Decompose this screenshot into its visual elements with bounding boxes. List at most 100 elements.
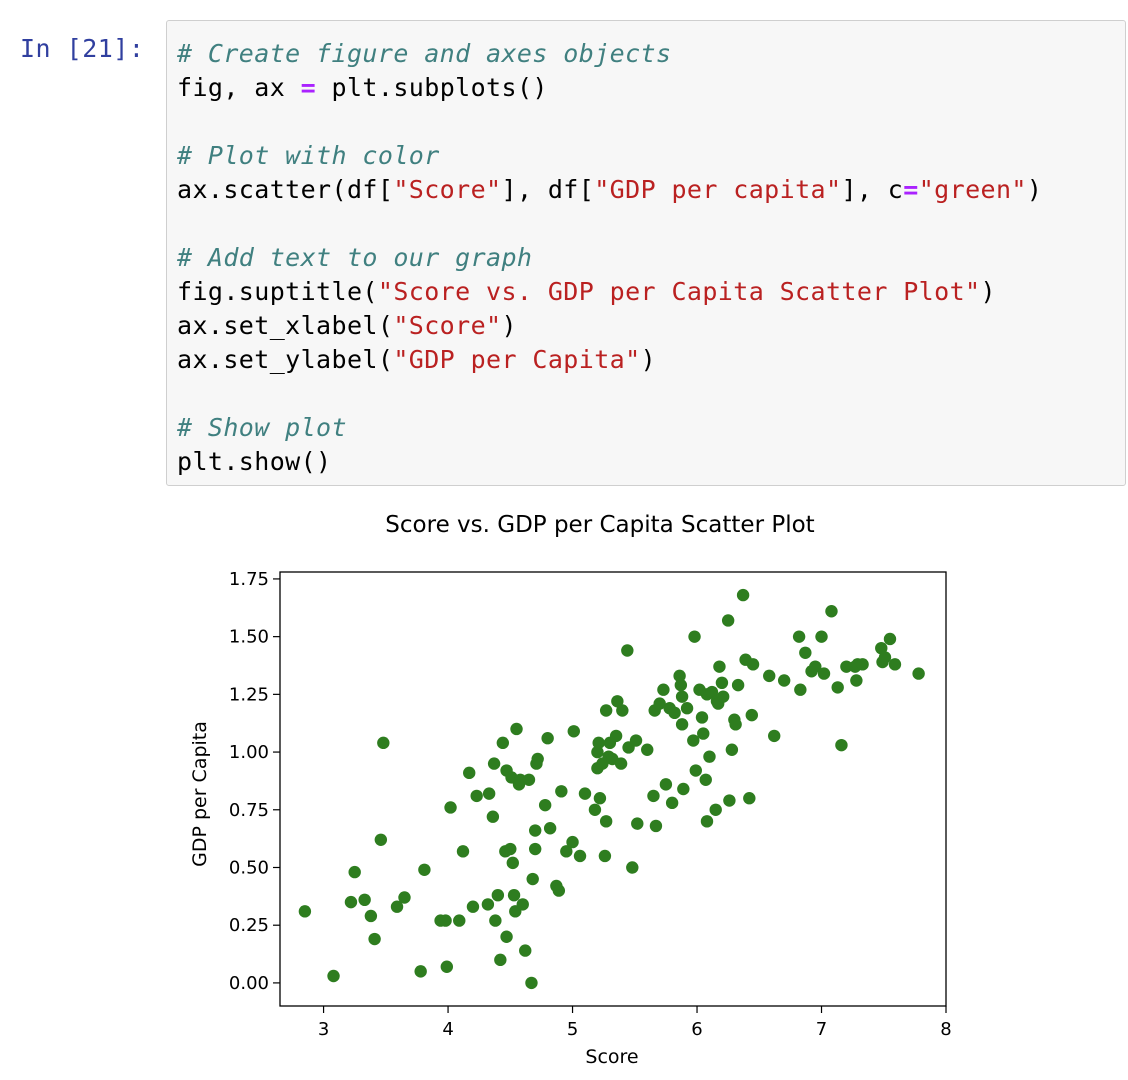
y-tick-label: 1.00 [229, 742, 269, 763]
code-line: # Show plot [177, 411, 1125, 445]
scatter-point [500, 930, 513, 943]
scatter-point [414, 965, 427, 978]
scatter-point [566, 835, 579, 849]
code-string: "Score" [393, 311, 502, 340]
scatter-point [519, 944, 532, 957]
scatter-point [695, 711, 709, 724]
x-axis-label: Score [585, 1046, 638, 1068]
code-line: ax.scatter(df["Score"], df["GDP per capi… [177, 173, 1125, 207]
code-text: ax.set_xlabel( [177, 311, 394, 340]
scatter-point [675, 690, 689, 703]
scatter-point [699, 773, 712, 786]
scatter-point [418, 863, 431, 876]
scatter-point [668, 706, 681, 720]
scatter-point [538, 798, 552, 812]
code-line: # Create figure and axes objects [177, 37, 1125, 71]
scatter-point [592, 736, 605, 750]
code-text: ax.scatter(df[ [177, 175, 394, 204]
scatter-point [598, 849, 612, 863]
code-text: plt.subplots() [316, 73, 548, 102]
scatter-point [883, 632, 897, 646]
scatter-point [700, 815, 714, 828]
scatter-point [746, 658, 760, 671]
code-line [177, 105, 1125, 139]
scatter-point [621, 644, 634, 657]
scatter-point [463, 766, 476, 780]
scatter-point [496, 736, 510, 750]
scatter-point [794, 683, 807, 696]
scatter-point [531, 752, 544, 766]
scatter-point [799, 646, 812, 659]
scatter-point [912, 667, 925, 680]
y-tick-label: 0.25 [229, 915, 269, 936]
scatter-point [593, 792, 607, 805]
scatter-point [736, 588, 750, 602]
code-line: ax.set_ylabel("GDP per Capita") [177, 343, 1125, 377]
y-axis-label: GDP per Capita [189, 721, 211, 867]
scatter-point [792, 630, 806, 643]
x-tick-label: 3 [318, 1019, 329, 1040]
code-comment: # Add text to our graph [177, 243, 533, 272]
code-text: ) [980, 277, 996, 306]
scatter-point [522, 773, 536, 786]
scatter-point [840, 660, 853, 673]
scatter-point [809, 660, 822, 673]
scatter-point [689, 764, 702, 777]
scatter-point [629, 734, 643, 747]
scatter-point [649, 819, 663, 833]
scatter-point [674, 678, 688, 692]
chart-title: Score vs. GDP per Capita Scatter Plot [385, 512, 814, 538]
scatter-point [673, 669, 686, 683]
scatter-point [616, 704, 629, 717]
scatter-point [697, 727, 710, 740]
code-line [177, 207, 1125, 241]
code-text: ], c [841, 175, 904, 204]
code-line: fig, ax = plt.subplots() [177, 71, 1125, 105]
scatter-point [713, 660, 726, 673]
code-text: fig, ax [177, 73, 301, 102]
scatter-point [516, 898, 529, 911]
code-text: fig.suptitle( [177, 277, 378, 306]
code-comment: # Create figure and axes objects [177, 39, 672, 68]
scatter-point [888, 658, 902, 671]
code-string: "Score" [393, 175, 502, 204]
scatter-point [528, 824, 542, 837]
scatter-point [725, 743, 739, 756]
scatter-point [507, 888, 521, 902]
code-string: "Score vs. GDP per Capita Scatter Plot" [377, 277, 981, 306]
scatter-point [599, 704, 613, 717]
scatter-point [453, 914, 466, 927]
scatter-point [647, 789, 660, 803]
scatter-point [514, 773, 527, 786]
cell-output-area: Score vs. GDP per Capita Scatter Plot 3 4… [166, 500, 1128, 1075]
scatter-point [555, 785, 568, 798]
code-operator: = [300, 73, 317, 102]
scatter-point [856, 658, 869, 671]
scatter-point [560, 845, 573, 858]
scatter-point [368, 932, 381, 946]
scatter-point [831, 681, 844, 694]
scatter-point [543, 822, 557, 835]
scatter-point [763, 669, 776, 683]
scatter-point [825, 605, 838, 618]
scatter-point [777, 674, 791, 687]
scatter-point [653, 697, 666, 710]
code-text: ax.set_ylabel( [177, 345, 394, 374]
x-tick-label: 5 [567, 1019, 578, 1040]
scatter-point [675, 718, 689, 731]
scatter-point [703, 750, 716, 763]
scatter-point [591, 745, 604, 759]
scatter-point [878, 651, 892, 664]
code-line: plt.show() [177, 445, 1125, 479]
code-line: # Plot with color [177, 139, 1125, 173]
code-cell-editor[interactable]: # Create figure and axes objects fig, ax … [166, 20, 1126, 486]
scatter-point [657, 683, 670, 696]
scatter-point [510, 722, 523, 736]
scatter-point [659, 778, 673, 791]
scatter-point [588, 803, 602, 816]
scatter-point [850, 674, 863, 687]
scatter-point [709, 803, 722, 816]
x-tick-label: 6 [691, 1019, 702, 1040]
x-tick-label: 8 [940, 1019, 951, 1040]
code-text: plt.show() [177, 447, 332, 476]
